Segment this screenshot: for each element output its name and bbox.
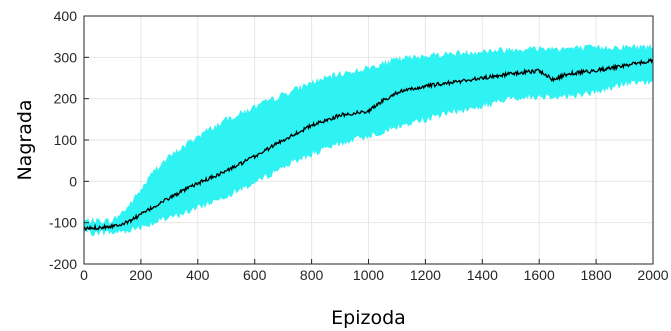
reward-line-layer [83,57,654,232]
x-tick-label: 1600 [524,267,555,283]
x-tick-label: 1400 [467,267,498,283]
x-axis-label: Epizoda [331,307,406,329]
x-tick-label: 200 [129,267,153,283]
x-tick-label: 400 [186,267,210,283]
mean-reward-line [83,57,654,232]
y-tick-label: -200 [49,256,77,272]
x-tick-label: 800 [300,267,324,283]
y-axis-ticks: -200 -100 0 100 200 300 400 [49,8,89,272]
x-tick-label: 0 [80,267,88,283]
x-tick-label: 1200 [410,267,441,283]
reward-range-band [84,43,653,237]
x-tick-label: 2000 [637,267,668,283]
reward-band-layer [84,43,653,237]
x-tick-label: 600 [243,267,267,283]
x-axis-ticks: 0 200 400 600 800 1000 1200 1400 1600 1800 2000 [80,259,669,283]
y-tick-label: -100 [49,215,77,231]
x-tick-label: 1000 [353,267,384,283]
y-tick-label: 0 [69,173,77,189]
y-tick-label: 100 [54,132,78,148]
y-tick-label: 400 [54,8,78,24]
y-tick-label: 300 [54,49,78,65]
y-axis-label: Nagrada [14,99,36,180]
x-tick-label: 1800 [581,267,612,283]
y-tick-label: 200 [54,91,78,107]
